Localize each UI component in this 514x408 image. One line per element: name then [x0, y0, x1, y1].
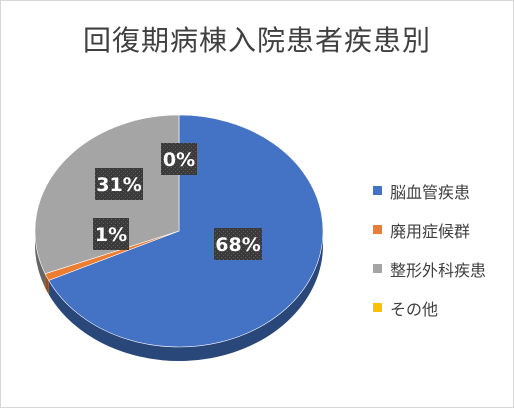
data-label-脳血管疾患: 68%: [214, 228, 262, 260]
svg-text:31%: 31%: [96, 174, 141, 196]
pie-slice-脳血管疾患: [48, 114, 324, 348]
svg-text:0%: 0%: [163, 149, 195, 171]
legend-label: その他: [390, 299, 439, 319]
chart-title: 回復期病棟入院患者疾患別: [82, 24, 431, 57]
legend-swatch: [373, 186, 382, 195]
legend-label: 廃用症候群: [390, 221, 471, 241]
data-label-整形外科疾患: 31%: [95, 168, 143, 200]
svg-text:1%: 1%: [95, 224, 127, 246]
pie-side-整形外科疾患: [35, 231, 46, 288]
legend-label: 整形外科疾患: [390, 260, 487, 280]
legend-item-脳血管疾患: 脳血管疾患: [373, 171, 486, 210]
svg-text:68%: 68%: [215, 234, 260, 256]
data-label-廃用症候群: 1%: [93, 218, 129, 250]
legend-swatch: [373, 264, 382, 273]
legend-item-その他: その他: [373, 288, 486, 327]
data-label-その他: 0%: [161, 143, 197, 175]
legend-item-廃用症候群: 廃用症候群: [373, 210, 486, 249]
chart-legend: 脳血管疾患廃用症候群整形外科疾患 その他: [373, 171, 486, 327]
legend-label: 脳血管疾患: [390, 182, 471, 202]
legend-swatch: [373, 303, 382, 312]
legend-swatch: [373, 225, 382, 234]
legend-item-整形外科疾患: 整形外科疾患: [373, 249, 486, 288]
